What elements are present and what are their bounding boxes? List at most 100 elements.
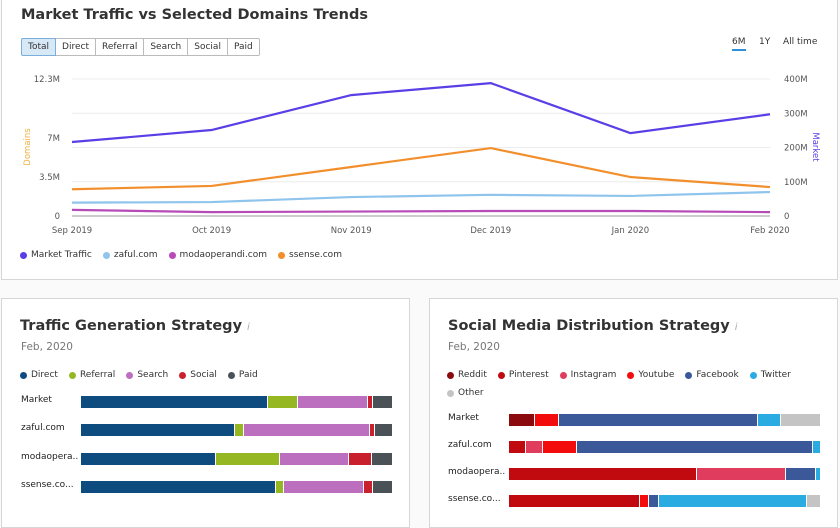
bar-segment-instagram[interactable] bbox=[525, 441, 543, 453]
bar-segment-referral[interactable] bbox=[268, 396, 299, 408]
bar-segment-search[interactable] bbox=[244, 424, 371, 436]
market-traffic-card: Market Traffic vs Selected Domains Trend… bbox=[1, 0, 838, 280]
bar-row: modaopera... bbox=[21, 452, 401, 465]
line-legend: Market Traffic zaful.com modaoperandi.com s… bbox=[20, 246, 353, 264]
bar-segment-paid[interactable] bbox=[372, 453, 393, 465]
bar-segment-social[interactable] bbox=[363, 481, 374, 493]
bar-segment-direct[interactable] bbox=[81, 453, 217, 465]
legend-dot bbox=[102, 251, 110, 259]
bar-segment-social[interactable] bbox=[370, 424, 376, 436]
social-media-date: Feb, 2020 bbox=[448, 341, 500, 353]
legend-item[interactable]: Facebook bbox=[685, 366, 739, 384]
bar-segment-direct[interactable] bbox=[81, 481, 276, 493]
legend-item[interactable]: ssense.com bbox=[278, 246, 342, 264]
period-1y[interactable]: 1Y bbox=[759, 37, 771, 47]
bar-row: Market bbox=[21, 395, 401, 408]
stacked-bar bbox=[81, 453, 393, 465]
tab-paid[interactable]: Paid bbox=[227, 38, 260, 56]
tab-total[interactable]: Total bbox=[21, 38, 57, 56]
bar-segment-referral[interactable] bbox=[216, 453, 281, 465]
row-label: Market bbox=[21, 395, 52, 405]
legend-item[interactable]: modaoperandi.com bbox=[168, 246, 267, 264]
tab-direct[interactable]: Direct bbox=[56, 38, 96, 56]
legend-label: Referral bbox=[79, 370, 116, 380]
left-tick-label: 7M bbox=[47, 134, 60, 144]
bar-segment-twitter[interactable] bbox=[816, 468, 821, 480]
bar-segment-other[interactable] bbox=[806, 495, 821, 507]
series-line-modaoperandi-com bbox=[71, 208, 771, 214]
bar-segment-referral[interactable] bbox=[276, 481, 285, 493]
traffic-type-tabs: Total Direct Referral Search Social Paid bbox=[21, 38, 260, 56]
legend-item[interactable]: Pinterest bbox=[497, 366, 549, 384]
info-icon[interactable]: i bbox=[734, 322, 738, 333]
right-axis-label: Market bbox=[810, 132, 820, 162]
bar-segment-twitter[interactable] bbox=[812, 441, 821, 453]
bar-segment-pinterest[interactable] bbox=[509, 468, 698, 480]
row-label: ssense.co... bbox=[448, 494, 501, 504]
right-tick-label: 400M bbox=[784, 75, 808, 85]
bar-segment-referral[interactable] bbox=[235, 424, 245, 436]
bar-segment-social[interactable] bbox=[348, 453, 373, 465]
bar-row: zaful.com bbox=[21, 423, 401, 436]
bar-segment-direct[interactable] bbox=[81, 396, 269, 408]
bar-segment-reddit[interactable] bbox=[509, 414, 535, 426]
bar-segment-paid[interactable] bbox=[373, 481, 393, 493]
series-line-zaful-com bbox=[71, 190, 771, 204]
legend-label: Instagram bbox=[570, 370, 617, 380]
traffic-generation-card: Traffic Generation Strategy i Feb, 2020 D… bbox=[1, 298, 410, 528]
legend-item[interactable]: Instagram bbox=[559, 366, 617, 384]
legend-item[interactable]: Search bbox=[126, 366, 168, 384]
legend-item[interactable]: Direct bbox=[20, 366, 58, 384]
bar-segment-facebook[interactable] bbox=[786, 468, 817, 480]
legend-item[interactable]: Market Traffic bbox=[20, 246, 92, 264]
legend-dot bbox=[179, 371, 187, 379]
bar-segment-search[interactable] bbox=[284, 481, 364, 493]
bar-segment-facebook[interactable] bbox=[577, 441, 813, 453]
right-tick-label: 200M bbox=[784, 144, 808, 154]
bar-segment-pinterest[interactable] bbox=[509, 441, 526, 453]
bar-segment-youtube[interactable] bbox=[534, 414, 559, 426]
legend-dot bbox=[227, 371, 235, 379]
bar-segment-paid[interactable] bbox=[375, 424, 393, 436]
legend-dot bbox=[278, 251, 286, 259]
bar-segment-other[interactable] bbox=[781, 414, 821, 426]
x-tick-label: Jan 2020 bbox=[611, 226, 649, 236]
bar-segment-search[interactable] bbox=[298, 396, 368, 408]
period-all-time[interactable]: All time bbox=[783, 37, 818, 47]
bar-segment-instagram[interactable] bbox=[697, 468, 787, 480]
x-tick-label: Sep 2019 bbox=[52, 226, 92, 236]
bar-segment-direct[interactable] bbox=[81, 424, 236, 436]
social-media-title: Social Media Distribution Strategy i bbox=[448, 318, 738, 334]
left-tick-label: 12.3M bbox=[34, 75, 60, 85]
legend-item[interactable]: Paid bbox=[227, 366, 258, 384]
bar-row: ssense.co... bbox=[21, 480, 401, 493]
tab-referral[interactable]: Referral bbox=[95, 38, 145, 56]
bar-segment-pinterest[interactable] bbox=[509, 495, 640, 507]
legend-label: Youtube bbox=[638, 370, 675, 380]
stacked-bar bbox=[81, 396, 393, 408]
bar-segment-youtube[interactable] bbox=[639, 495, 649, 507]
bar-segment-facebook[interactable] bbox=[558, 414, 758, 426]
right-tick-label: 100M bbox=[784, 178, 808, 188]
legend-label: Twitter bbox=[760, 370, 791, 380]
bar-segment-social[interactable] bbox=[368, 396, 373, 408]
bar-segment-facebook[interactable] bbox=[648, 495, 660, 507]
legend-item[interactable]: Social bbox=[179, 366, 217, 384]
bar-segment-paid[interactable] bbox=[372, 396, 393, 408]
x-tick-label: Dec 2019 bbox=[470, 226, 511, 236]
tab-search[interactable]: Search bbox=[144, 38, 189, 56]
bar-segment-search[interactable] bbox=[280, 453, 349, 465]
bar-segment-twitter[interactable] bbox=[757, 414, 782, 426]
legend-item[interactable]: Other bbox=[447, 384, 484, 402]
bar-segment-youtube[interactable] bbox=[543, 441, 577, 453]
legend-item[interactable]: zaful.com bbox=[102, 246, 158, 264]
bar-row: ssense.co... bbox=[448, 494, 828, 507]
legend-item[interactable]: Youtube bbox=[627, 366, 674, 384]
legend-item[interactable]: Reddit bbox=[447, 366, 487, 384]
tab-social[interactable]: Social bbox=[188, 38, 228, 56]
legend-item[interactable]: Twitter bbox=[749, 366, 791, 384]
bar-segment-twitter[interactable] bbox=[659, 495, 807, 507]
info-icon[interactable]: i bbox=[247, 322, 250, 333]
period-6m[interactable]: 6M bbox=[732, 37, 746, 51]
legend-item[interactable]: Referral bbox=[68, 366, 116, 384]
